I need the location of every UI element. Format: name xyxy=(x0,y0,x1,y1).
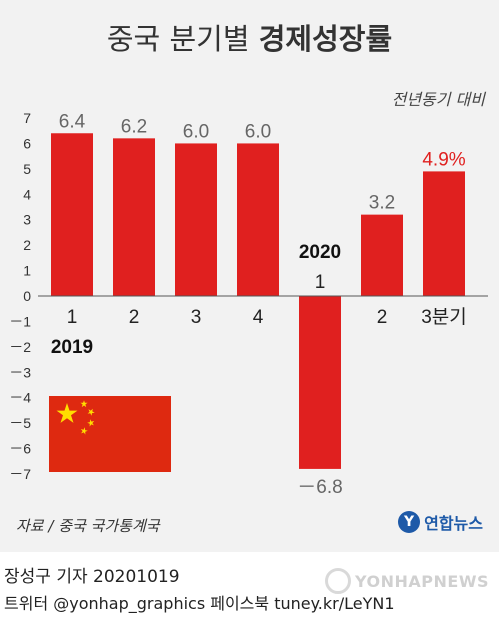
watermark-logo-icon xyxy=(325,568,351,594)
value-label: 3.2 xyxy=(369,193,395,214)
value-labels: 6.4 6.2 6.0 6.0 －6.8 3.2 4.9% xyxy=(59,111,466,498)
y-tick-label: －5 xyxy=(9,415,31,431)
y-tick-label: －6 xyxy=(9,441,31,457)
chart-title: 중국 분기별 경제성장률 xyxy=(0,16,499,58)
watermark-text: YONHAPNEWS xyxy=(355,571,489,591)
x-tick-label: 1 xyxy=(315,272,326,293)
x-tick-label: 1 xyxy=(67,307,78,328)
x-tick-label: 2 xyxy=(129,307,140,328)
y-tick-label: 6 xyxy=(23,135,31,151)
value-label: 6.2 xyxy=(121,116,147,137)
title-bold: 경제성장률 xyxy=(258,22,393,56)
y-tick-label: 5 xyxy=(23,161,31,177)
y-tick-label: －4 xyxy=(9,390,31,406)
x-tick-label: 3 xyxy=(191,307,202,328)
y-axis: 7 6 5 4 3 2 1 0 －1 －2 －3 －4 －5 －6 －7 xyxy=(9,110,31,482)
y-tick-label: 4 xyxy=(23,186,31,202)
y-tick-label: 0 xyxy=(23,288,31,304)
watermark: YONHAPNEWS xyxy=(325,568,489,594)
y-tick-label: －2 xyxy=(9,339,31,355)
year-label: 2020 xyxy=(299,242,341,263)
x-axis-labels: 1 2 3 4 1 2 3분기 2019 2020 xyxy=(51,242,467,358)
y-tick-label: 3 xyxy=(23,212,31,228)
flag-big-star-icon xyxy=(56,403,78,423)
value-label: 6.0 xyxy=(245,121,271,142)
bar xyxy=(423,171,465,296)
title-light: 중국 분기별 xyxy=(106,22,259,56)
bar xyxy=(237,143,279,296)
y-tick-label: 2 xyxy=(23,237,31,253)
value-label: 6.0 xyxy=(183,121,209,142)
yonhap-logo-icon: Y xyxy=(398,511,421,533)
value-label: 4.9% xyxy=(422,149,465,170)
agency-name: 연합뉴스 xyxy=(424,514,483,533)
flag-field xyxy=(49,396,171,472)
y-tick-label: －7 xyxy=(9,466,31,482)
bar xyxy=(299,296,341,469)
year-label: 2019 xyxy=(51,337,93,358)
bar xyxy=(361,214,403,296)
source-note: 자료 / 중국 국가통계국 xyxy=(16,517,160,535)
value-label: 6.4 xyxy=(59,111,86,132)
x-tick-label: 3분기 xyxy=(421,306,467,328)
flag-small-star-icon xyxy=(87,408,95,416)
chart-card: 중국 분기별 경제성장률 전년동기 대비 7 6 5 4 3 2 1 0 －1 －2 －3 －4 －5 －… xyxy=(0,0,499,552)
flag-small-star-icon xyxy=(80,400,88,408)
y-tick-label: 1 xyxy=(23,263,31,279)
flag-small-star-icon xyxy=(87,419,95,427)
value-label: －6.8 xyxy=(297,477,342,498)
china-flag xyxy=(49,396,171,472)
x-tick-label: 2 xyxy=(377,307,388,328)
y-tick-label: －3 xyxy=(9,364,31,380)
social-links: 트위터 @yonhap_graphics 페이스북 tuney.kr/LeYN1 xyxy=(4,594,395,613)
agency-logo: Y 연합뉴스 xyxy=(398,510,483,534)
unit-note: 전년동기 대비 xyxy=(391,90,485,109)
y-tick-label: －1 xyxy=(9,313,31,329)
credits-area: 장성구 기자 20201019 트위터 @yonhap_graphics 페이스… xyxy=(0,552,499,618)
byline: 장성구 기자 20201019 xyxy=(4,567,180,587)
bar xyxy=(113,138,155,296)
flag-small-star-icon xyxy=(80,427,88,435)
bar-chart: 7 6 5 4 3 2 1 0 －1 －2 －3 －4 －5 －6 －7 6.4 6.2 6.0 6.0 －6.8 3… xyxy=(9,110,488,498)
bar xyxy=(175,143,217,296)
bar xyxy=(51,133,93,296)
bars xyxy=(51,133,465,469)
x-tick-label: 4 xyxy=(253,307,264,328)
y-tick-label: 7 xyxy=(23,110,31,126)
